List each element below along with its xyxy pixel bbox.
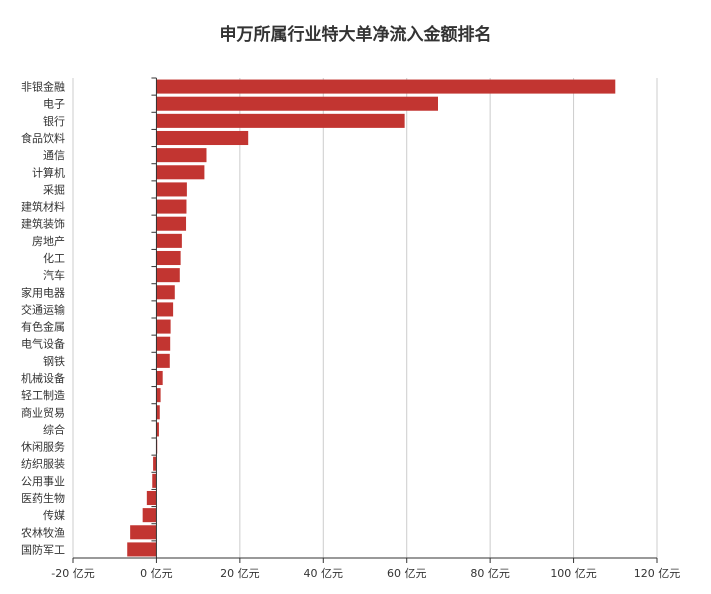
category-label: 公用事业 <box>21 475 65 488</box>
bar <box>146 490 157 506</box>
bar <box>156 79 616 94</box>
bar <box>152 473 157 488</box>
category-label: 食品饮料 <box>21 131 65 145</box>
x-tick-label: 80 亿元 <box>470 567 510 580</box>
category-label: 机械设备 <box>21 371 65 385</box>
category-label: 传媒 <box>43 509 65 522</box>
tick-labels: -20 亿元 0 亿元 20 亿元 40 亿元 60 亿元 80 亿元 100 亿元 120 … <box>51 567 680 580</box>
bar <box>156 370 163 386</box>
category-label: 采掘 <box>43 182 65 196</box>
bar <box>156 405 160 420</box>
x-tick-label: 100 亿元 <box>550 567 597 580</box>
category-labels: 非银金融电子银行食品饮料通信计算机采掘建筑材料建筑装饰房地产化工汽车家用电器交通… <box>21 80 65 557</box>
bar <box>156 336 171 351</box>
category-label: 有色金属 <box>21 320 65 334</box>
category-label: 轻工制造 <box>21 388 65 402</box>
bar <box>156 199 187 214</box>
bar <box>156 268 180 283</box>
category-label: 商业贸易 <box>21 405 65 419</box>
bar <box>153 456 157 471</box>
category-label: 计算机 <box>32 165 65 179</box>
bar <box>156 285 175 300</box>
category-label: 汽车 <box>43 268 65 282</box>
bar <box>156 319 171 334</box>
grid-lines <box>72 78 658 558</box>
category-label: 医药生物 <box>21 491 65 505</box>
bar <box>156 148 207 163</box>
bar <box>156 302 174 317</box>
bar <box>156 96 438 111</box>
category-label: 家用电器 <box>21 285 65 299</box>
category-label: 休闲服务 <box>21 440 65 454</box>
category-label: 通信 <box>43 149 65 162</box>
x-tick-label: 120 亿元 <box>634 567 681 580</box>
bar <box>156 130 249 146</box>
bar <box>156 250 181 266</box>
category-label: 国防军工 <box>21 542 65 556</box>
bars <box>127 79 616 557</box>
bar <box>156 216 187 231</box>
bar <box>156 113 405 128</box>
bar <box>127 542 157 557</box>
category-label: 电气设备 <box>21 337 65 351</box>
bar <box>156 233 182 248</box>
x-tick-label: 40 亿元 <box>304 567 344 580</box>
category-label: 钢铁 <box>43 355 65 368</box>
axes <box>72 77 658 563</box>
category-label: 交通运输 <box>21 302 65 316</box>
category-label: 农林牧渔 <box>21 525 65 539</box>
chart-title: 申万所属行业特大单净流入金额排名 <box>219 25 492 45</box>
category-label: 电子 <box>43 98 65 111</box>
category-label: 综合 <box>43 422 65 436</box>
category-label: 非银金融 <box>21 80 65 94</box>
x-tick-label: 20 亿元 <box>220 567 260 580</box>
x-tick-label: -20 亿元 <box>51 567 94 580</box>
bar <box>156 353 170 368</box>
category-label: 纺织服装 <box>21 457 65 471</box>
bar <box>130 525 157 540</box>
bar <box>156 165 205 180</box>
bar <box>156 182 187 197</box>
bar <box>156 422 159 437</box>
category-label: 建筑材料 <box>21 200 65 214</box>
x-tick-label: 0 亿元 <box>140 567 173 580</box>
category-label: 化工 <box>43 251 65 265</box>
x-tick-label: 60 亿元 <box>387 567 427 580</box>
category-label: 银行 <box>43 114 65 128</box>
bar <box>142 508 157 523</box>
category-label: 房地产 <box>32 234 65 248</box>
category-label: 建筑装饰 <box>21 217 65 231</box>
bar <box>156 388 161 403</box>
